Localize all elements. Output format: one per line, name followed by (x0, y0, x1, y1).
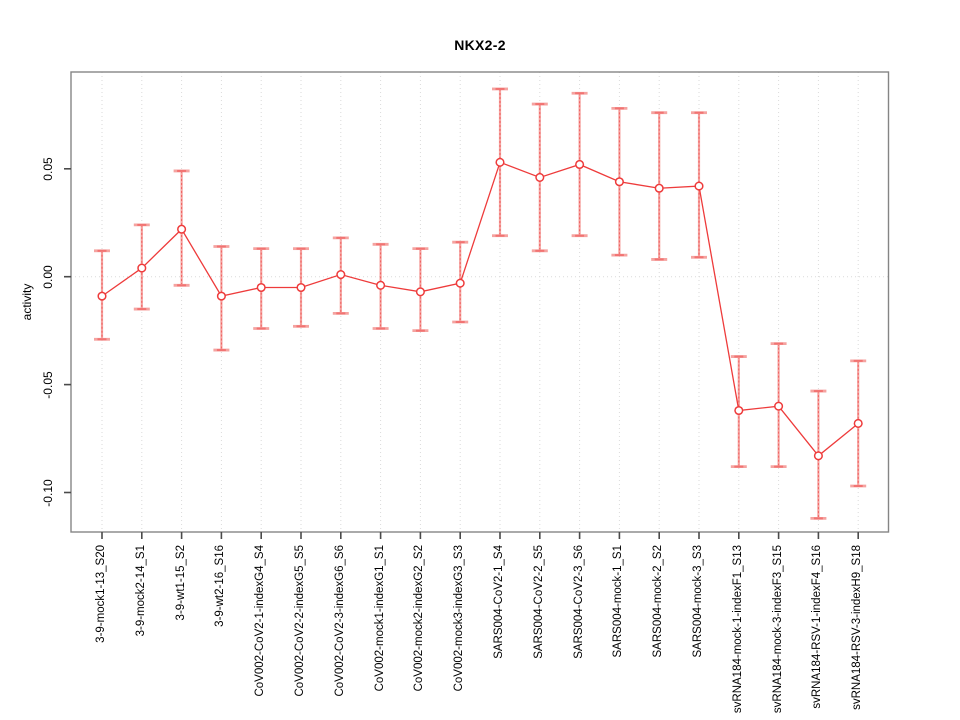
data-point (256, 282, 266, 293)
x-tick-label: SARS004-CoV2-3_S6 (572, 545, 585, 659)
x-tick-label: 3-9-mock2-14_S1 (134, 545, 147, 637)
data-point (495, 157, 505, 167)
data-point (415, 287, 425, 297)
x-tick-label: svRNA184-mock-3-indexF3_S15 (771, 545, 784, 714)
data-point (774, 401, 784, 411)
x-tick-label: SARS004-mock-1_S1 (612, 545, 625, 658)
series-line (101, 161, 859, 457)
data-point (813, 451, 823, 461)
x-tick-label: svRNA184-RSV-1-indexF4_S16 (811, 545, 824, 709)
data-point (296, 282, 306, 293)
data-point (336, 269, 346, 280)
y-tick-label: 0.00 (41, 265, 55, 289)
data-point (216, 291, 226, 301)
data-point (376, 280, 386, 290)
data-point (137, 263, 147, 273)
data-point (455, 278, 465, 288)
x-tick-label: 3-9-mock1-13_S20 (95, 545, 107, 643)
x-tick-label: CoV002-CoV2-1-indexG4_S4 (254, 545, 267, 697)
y-tick-label: -0.05 (41, 370, 55, 399)
plot-border (70, 71, 890, 533)
y-tick-label: -0.10 (41, 478, 55, 507)
x-tick-label: CoV002-CoV2-3-indexG6_S6 (333, 545, 346, 697)
x-tick-label: CoV002-mock3-indexG3_S3 (453, 545, 466, 692)
x-tick-label: svRNA184-mock-1-indexF1_S13 (731, 545, 744, 714)
x-tick-label: 3-9-wt1-15_S2 (174, 545, 187, 621)
x-tick-label: 3-9-wt2-16_S16 (214, 545, 227, 627)
x-tick-label: CoV002-CoV2-2-indexG5_S5 (294, 545, 306, 697)
data-point (177, 224, 187, 234)
data-point (853, 418, 863, 428)
data-point (614, 177, 624, 187)
y-tick-label: 0.05 (41, 157, 55, 181)
data-point (654, 183, 664, 193)
x-tick-label: SARS004-CoV2-1_S4 (493, 545, 505, 659)
x-tick-label: SARS004-mock-2_S2 (652, 545, 665, 658)
x-tick-label: CoV002-mock2-indexG2_S2 (413, 545, 426, 692)
data-point (694, 181, 704, 191)
x-tick-label: CoV002-mock1-indexG1_S1 (373, 545, 386, 692)
data-point (97, 291, 107, 301)
chart-title: NKX2-2 (454, 37, 506, 53)
x-tick-label: svRNA184-RSV-3-indexH9_S18 (851, 545, 864, 710)
x-tick-label: SARS004-mock-3_S3 (692, 545, 704, 658)
data-point (535, 172, 545, 182)
x-tick-label: SARS004-CoV2-2_S5 (532, 545, 545, 659)
data-point (734, 405, 744, 416)
data-point (575, 159, 585, 170)
